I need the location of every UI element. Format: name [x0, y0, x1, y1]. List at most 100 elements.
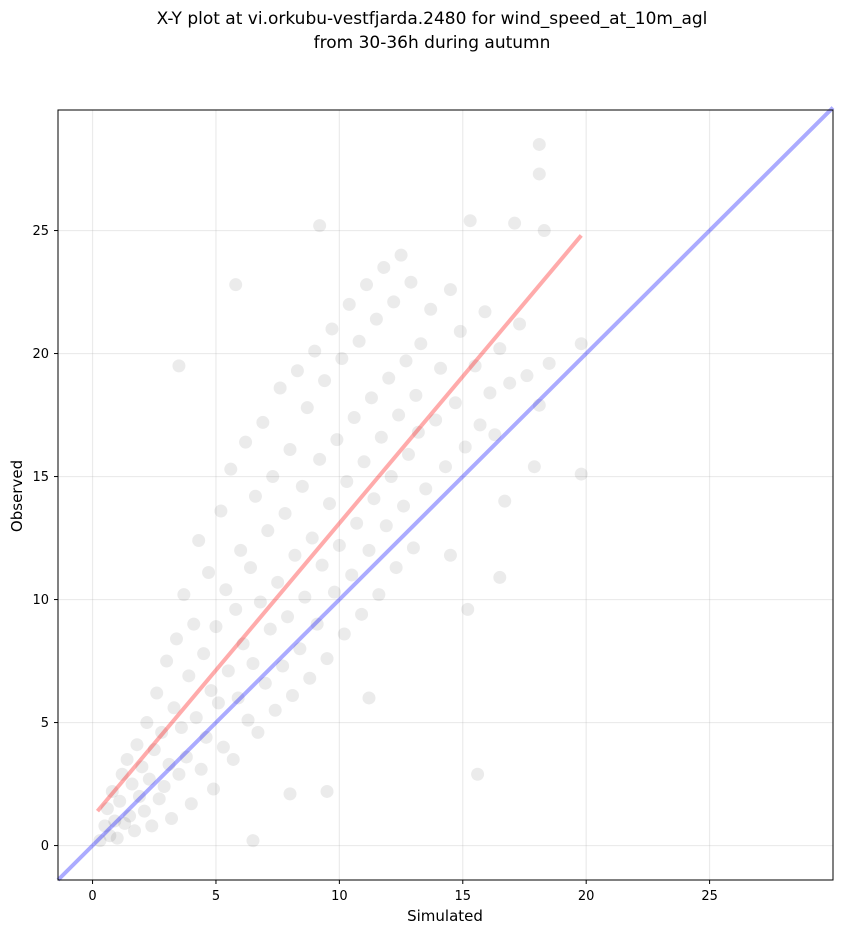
scatter-point	[520, 369, 534, 383]
scatter-point	[125, 777, 139, 791]
scatter-point	[298, 590, 312, 604]
scatter-point	[105, 784, 119, 798]
scatter-point	[419, 482, 433, 496]
scatter-point	[305, 531, 319, 545]
scatter-point	[313, 452, 327, 466]
x-tick-label: 20	[578, 889, 595, 904]
scatter-point	[204, 684, 218, 698]
scatter-point	[478, 305, 492, 319]
scatter-point	[115, 767, 129, 781]
scatter-point	[226, 752, 240, 766]
scatter-point	[537, 224, 551, 238]
scatter-point	[461, 602, 475, 616]
scatter-point	[165, 811, 179, 825]
scatter-point	[263, 622, 277, 636]
scatter-point	[251, 725, 265, 739]
scatter-point	[123, 809, 137, 823]
scatter-point	[434, 361, 448, 375]
scatter-point	[406, 541, 420, 555]
scatter-point	[169, 632, 183, 646]
scatter-point	[216, 740, 230, 754]
chart-title-line-2: from 30-36h during autumn	[314, 33, 551, 53]
scatter-point	[374, 430, 388, 444]
scatter-point	[174, 720, 188, 734]
scatter-point	[362, 691, 376, 705]
scatter-point	[248, 489, 262, 503]
scatter-point	[310, 617, 324, 631]
scatter-point	[382, 371, 396, 385]
scatter-point	[498, 494, 512, 508]
scatter-point	[508, 216, 522, 230]
y-tick-label: 15	[32, 470, 49, 485]
scatter-point	[239, 435, 253, 449]
scatter-point	[189, 711, 203, 725]
scatter-point	[266, 470, 280, 484]
scatter-point	[414, 337, 428, 351]
scatter-point	[229, 602, 243, 616]
scatter-point	[384, 470, 398, 484]
scatter-point	[199, 730, 213, 744]
scatter-point	[155, 725, 169, 739]
scatter-point	[197, 647, 211, 661]
scatter-point	[211, 696, 225, 710]
scatter-point	[387, 295, 401, 309]
scatter-point	[160, 654, 174, 668]
scatter-point	[360, 278, 374, 292]
scatter-point	[172, 359, 186, 373]
scatter-point	[332, 538, 346, 552]
scatter-point	[318, 374, 332, 388]
scatter-point	[128, 824, 142, 838]
scatter-point	[241, 713, 255, 727]
identity-line	[56, 106, 835, 882]
scatter-point	[276, 659, 290, 673]
scatter-point	[471, 767, 485, 781]
scatter-point	[132, 789, 146, 803]
scatter-point	[411, 425, 425, 439]
scatter-point	[234, 543, 248, 557]
scatter-point	[379, 519, 393, 533]
scatter-point	[320, 652, 334, 666]
scatter-point	[271, 575, 285, 589]
y-tick-label: 5	[41, 716, 49, 731]
y-tick-label: 25	[32, 224, 49, 239]
axis-ticks: 0 5 10 15 20 25 0 5 10 15 20 25	[32, 224, 717, 904]
scatter-point	[443, 283, 457, 297]
gridlines	[58, 110, 833, 880]
scatter-point	[202, 565, 216, 579]
scatter-point	[256, 415, 270, 429]
chart-title: X-Y plot at vi.orkubu-vestfjarda.2480 fo…	[157, 9, 708, 53]
scatter-point	[231, 691, 245, 705]
scatter-point	[315, 558, 329, 572]
scatter-point	[98, 819, 112, 833]
scatter-point	[300, 401, 314, 415]
scatter-point	[285, 688, 299, 702]
scatter-point	[120, 752, 134, 766]
scatter-point	[389, 561, 403, 575]
scatter-point	[194, 762, 208, 776]
scatter-point	[347, 411, 361, 425]
scatter-point	[394, 248, 408, 262]
scatter-point	[137, 804, 151, 818]
scatter-point	[362, 543, 376, 557]
scatter-point	[325, 322, 339, 336]
scatter-point	[574, 337, 588, 351]
scatter-point	[258, 676, 272, 690]
scatter-point	[458, 440, 472, 454]
scatter-point	[532, 137, 546, 151]
scatter-point	[397, 499, 411, 513]
scatter-point	[221, 664, 235, 678]
scatter-point	[118, 816, 132, 830]
scatter-point	[468, 359, 482, 373]
regression-line	[95, 234, 583, 813]
scatter-point	[352, 334, 366, 348]
scatter-point	[355, 607, 369, 621]
scatter-point	[308, 344, 322, 358]
scatter-point	[503, 376, 517, 390]
scatter-point	[337, 627, 351, 641]
x-tick-label: 5	[212, 889, 220, 904]
scatter-point	[401, 447, 415, 461]
scatter-point	[295, 479, 309, 493]
x-tick-label: 25	[701, 889, 718, 904]
scatter-point	[283, 442, 297, 456]
scatter-point	[135, 760, 149, 774]
